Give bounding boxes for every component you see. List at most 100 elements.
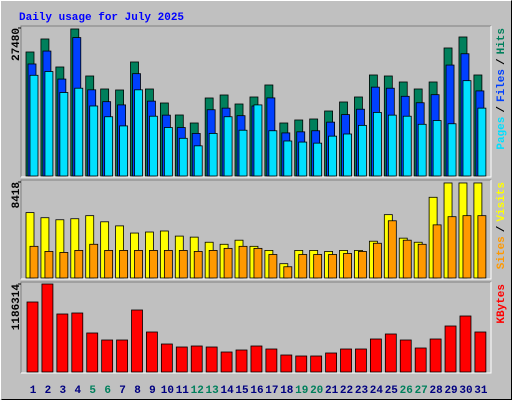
- x-tick-label: 1: [30, 385, 37, 397]
- bar: [235, 349, 248, 373]
- x-tick-label: 3: [60, 385, 67, 397]
- x-tick-label: 2: [45, 385, 52, 397]
- bar: [414, 347, 427, 373]
- x-tick-label: 4: [74, 385, 81, 397]
- legend-entry: Files: [496, 69, 508, 102]
- x-tick-label: 29: [444, 385, 457, 397]
- bar: [447, 123, 457, 177]
- bar: [358, 251, 367, 279]
- bar: [131, 309, 143, 373]
- bar: [86, 332, 99, 373]
- x-tick-label: 9: [149, 385, 156, 397]
- bar: [208, 250, 218, 279]
- x-tick-label: 5: [89, 385, 96, 397]
- bar: [74, 250, 84, 279]
- bar: [298, 254, 308, 279]
- bar: [163, 250, 173, 279]
- bar: [384, 333, 397, 373]
- bar: [444, 325, 457, 373]
- bar: [223, 116, 233, 177]
- bar: [399, 339, 412, 373]
- bar: [149, 115, 158, 177]
- bar: [343, 133, 352, 177]
- bar: [328, 135, 338, 177]
- bar: [253, 104, 263, 177]
- bar: [310, 355, 323, 373]
- bar: [59, 252, 69, 279]
- panel-bevel-light: [21, 180, 492, 280]
- legend-entry: Hits: [496, 28, 508, 54]
- x-tick-label: 11: [176, 385, 190, 397]
- bar: [462, 80, 472, 177]
- panel-bevel-dark: [20, 179, 491, 279]
- bar: [71, 312, 84, 373]
- legend: Pages / Files / Hits: [496, 28, 508, 150]
- bar: [178, 137, 188, 177]
- panel-bevel-dark: [20, 25, 491, 177]
- x-tick-label: 15: [235, 385, 249, 397]
- x-tick-label: 7: [119, 385, 126, 397]
- bar: [268, 130, 278, 177]
- bar: [355, 348, 367, 373]
- bar: [325, 352, 338, 373]
- bar: [74, 87, 84, 177]
- x-tick-label: 25: [385, 385, 399, 397]
- legend: Sites / Visits: [496, 182, 508, 269]
- legend-separator: /: [496, 106, 508, 113]
- x-tick-label: 13: [206, 385, 220, 397]
- x-tick-label: 26: [400, 385, 413, 397]
- x-tick-label: 18: [280, 385, 294, 397]
- bar: [402, 115, 412, 177]
- bar: [160, 343, 173, 373]
- bar: [387, 220, 397, 279]
- legend: KBytes: [496, 284, 508, 324]
- bar: [223, 247, 233, 279]
- bar: [134, 250, 143, 279]
- bar: [56, 313, 69, 373]
- legend-separator: /: [496, 225, 508, 232]
- bar: [29, 74, 39, 177]
- bar: [268, 254, 278, 279]
- bar: [462, 215, 472, 279]
- panel-bevel-light: [21, 282, 492, 374]
- bar: [477, 107, 487, 177]
- y-tick-label: 8418: [11, 182, 23, 209]
- bar: [119, 250, 128, 279]
- bar: [238, 129, 248, 177]
- bar: [146, 331, 158, 373]
- bar: [313, 142, 323, 177]
- legend-entry: Sites: [496, 236, 508, 269]
- bar: [89, 105, 99, 177]
- bar: [89, 243, 99, 279]
- x-tick-label: 31: [474, 385, 488, 397]
- bar: [26, 301, 39, 373]
- bar: [149, 250, 158, 279]
- bar: [417, 243, 427, 279]
- bar: [119, 125, 128, 177]
- bar: [432, 224, 442, 279]
- bar: [280, 354, 293, 373]
- bar: [193, 145, 203, 177]
- x-tick-label: 30: [459, 385, 472, 397]
- x-tick-label: 14: [220, 385, 234, 397]
- bar: [417, 123, 427, 177]
- bar: [116, 339, 128, 373]
- panel-bevel-dark: [20, 281, 491, 373]
- bar: [134, 89, 143, 177]
- bar: [104, 116, 114, 177]
- legend-separator: /: [496, 58, 508, 65]
- x-tick-label: 17: [265, 385, 278, 397]
- bar: [101, 339, 114, 373]
- bar: [459, 315, 472, 373]
- bar: [250, 345, 263, 373]
- bar: [104, 250, 114, 279]
- bar: [343, 253, 352, 279]
- x-tick-label: 27: [415, 385, 428, 397]
- bar: [340, 348, 352, 373]
- bar: [474, 331, 487, 373]
- bar: [220, 351, 233, 373]
- bar: [59, 92, 69, 177]
- bar: [29, 245, 39, 279]
